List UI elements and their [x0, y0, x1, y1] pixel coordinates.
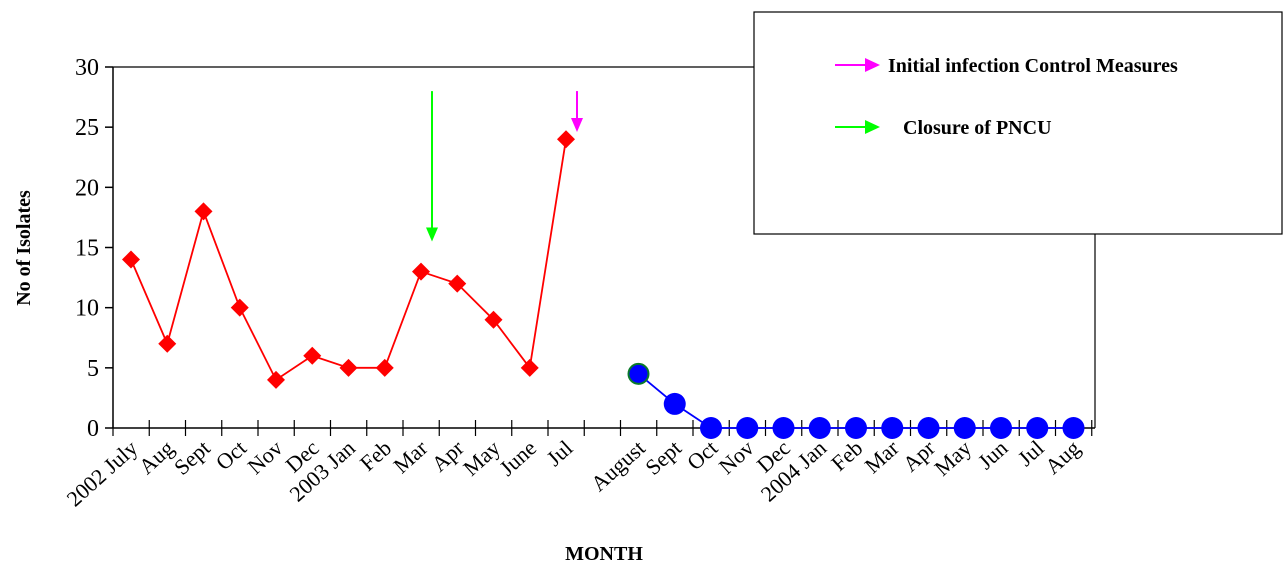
annotation-layer — [426, 91, 583, 242]
data-point — [267, 370, 285, 389]
data-point — [627, 362, 650, 385]
x-tick-label: Feb — [355, 435, 396, 476]
y-tick-label: 0 — [87, 416, 99, 442]
x-tick-label: Feb — [826, 435, 867, 476]
data-point — [375, 358, 394, 377]
data-point — [194, 202, 213, 221]
data-point — [772, 417, 795, 439]
series-layer — [122, 130, 1085, 439]
legend-label: Initial infection Control Measures — [888, 55, 1178, 77]
x-tick-label: 2002 July — [62, 435, 143, 511]
x-tick-label: Aug — [134, 435, 179, 479]
series-line-1 — [130, 139, 567, 382]
legend-arrow-icon — [865, 58, 880, 72]
data-point — [917, 417, 940, 439]
data-point — [339, 358, 358, 377]
data-point — [736, 417, 759, 439]
x-tick-label: Oct — [682, 435, 722, 475]
legend: Initial infection Control Measures Closur… — [753, 11, 1283, 235]
data-point — [557, 130, 575, 149]
y-tick-label: 25 — [75, 115, 99, 141]
x-tick-label: Mar — [860, 435, 904, 479]
data-point — [953, 417, 976, 439]
y-tick-label: 5 — [87, 356, 99, 382]
data-point — [122, 250, 140, 269]
annotation-arrow-head — [571, 117, 583, 132]
data-point — [303, 346, 322, 365]
data-point — [158, 334, 177, 353]
data-point — [448, 274, 467, 293]
y-axis-title: No of Isolates — [13, 190, 35, 306]
legend-arrow-icon — [865, 120, 880, 134]
x-tick-label: Nov — [714, 435, 759, 479]
legend-box — [753, 11, 1283, 235]
data-point — [845, 417, 867, 439]
x-tick-label: Jun — [973, 435, 1012, 474]
x-axis-title: MONTH — [565, 543, 643, 565]
data-point — [412, 262, 430, 281]
y-tick-label: 10 — [75, 296, 99, 322]
x-tick-label: Apr — [426, 435, 469, 477]
x-tick-label: Aug — [1040, 435, 1085, 479]
data-point — [1062, 417, 1085, 439]
x-tick-label: Jul — [542, 435, 578, 471]
x-tick-label: May — [929, 435, 976, 481]
legend-label: Closure of PNCU — [903, 117, 1052, 139]
x-tick-label: Mar — [388, 435, 432, 479]
x-tick-label: Nov — [242, 435, 287, 479]
x-tick-label: June — [494, 435, 541, 481]
annotation-arrow-head — [426, 227, 438, 242]
data-point — [1026, 417, 1049, 439]
data-point — [700, 417, 722, 439]
x-tick-label: Apr — [898, 435, 941, 477]
data-point — [881, 417, 904, 439]
data-point — [230, 298, 249, 317]
y-tick-label: 15 — [75, 236, 99, 262]
x-tick-label: Oct — [211, 435, 251, 475]
x-tick-label: August — [586, 435, 650, 496]
data-point — [484, 310, 503, 329]
x-tick-label: Sept — [169, 435, 215, 480]
data-point — [990, 417, 1012, 439]
data-point — [520, 358, 539, 377]
y-tick-label: 20 — [75, 175, 99, 201]
x-tick-label: Sept — [640, 435, 686, 480]
data-point — [808, 417, 831, 439]
y-tick-label: 30 — [75, 55, 99, 81]
data-point — [663, 392, 686, 415]
